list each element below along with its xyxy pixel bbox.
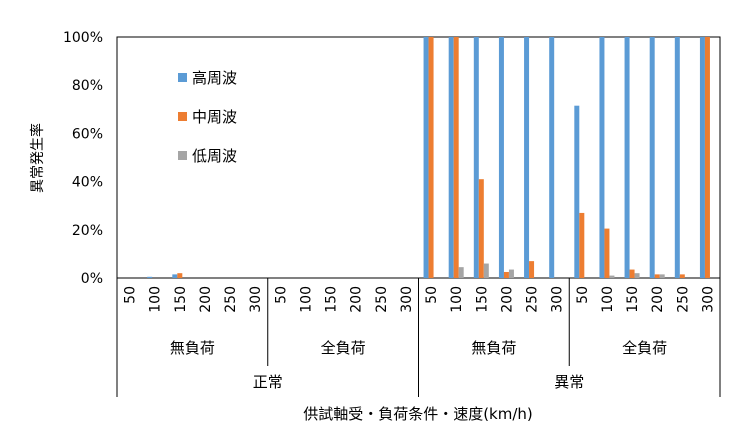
legend-swatch (178, 112, 187, 121)
x-tick-label: 250 (525, 286, 541, 313)
y-tick-label: 80% (72, 78, 103, 94)
bar (549, 37, 555, 278)
bar (674, 37, 680, 278)
bar (629, 269, 635, 278)
bar (423, 37, 429, 278)
x-tick-label: 50 (123, 286, 139, 304)
x-tick-label: 100 (148, 286, 164, 313)
bar (634, 273, 640, 278)
bar (624, 37, 630, 278)
x-tick-label: 250 (223, 286, 239, 313)
x-tick-label: 150 (474, 286, 490, 313)
legend-label: 中周波 (192, 108, 237, 126)
x-axis-categories: 50 100 150 200 250 300 50 100 150 200 250 300 50 100 1… (123, 286, 717, 313)
legend-label: 高周波 (192, 69, 237, 87)
x-tick-label: 300 (248, 286, 264, 313)
bar (428, 37, 434, 278)
bar (704, 37, 710, 278)
bar (699, 37, 705, 278)
bar (604, 228, 610, 278)
legend-label: 低周波 (192, 147, 237, 165)
x-tick-label: 250 (374, 286, 390, 313)
y-tick-label: 0% (81, 271, 103, 287)
bar (448, 37, 454, 278)
x-axis-group-dividers (116, 278, 721, 397)
bar (679, 274, 685, 278)
x-tick-label: 150 (324, 286, 340, 313)
x-tick-label: 300 (550, 286, 566, 313)
x-axis-title: 供試軸受・負荷条件・速度(km/h) (303, 405, 533, 423)
x-tick-label: 150 (173, 286, 189, 313)
bar (659, 274, 665, 278)
x-axis-load-groups: 無負荷 全負荷 無負荷 全負荷 (170, 339, 667, 357)
y-axis-title: 異常発生率 (29, 123, 46, 193)
bearing-group-label: 正常 (253, 373, 283, 391)
y-tick-label: 40% (72, 175, 103, 191)
bar (498, 37, 504, 278)
bar (483, 263, 489, 278)
x-tick-label: 150 (625, 286, 641, 313)
bar (654, 274, 660, 278)
bar (524, 37, 530, 278)
x-axis-bearing-groups: 正常 異常 (253, 373, 585, 391)
bar (609, 275, 615, 278)
bar (529, 261, 535, 278)
x-tick-label: 100 (298, 286, 314, 313)
bar (508, 269, 514, 278)
load-group-label: 全負荷 (321, 339, 366, 357)
bars (147, 37, 710, 278)
load-group-label: 無負荷 (170, 339, 215, 357)
bar (453, 37, 459, 278)
x-tick-label: 50 (575, 286, 591, 304)
bar (478, 179, 484, 278)
x-tick-label: 100 (600, 286, 616, 313)
x-tick-label: 250 (675, 286, 691, 313)
y-axis-ticks: 0% 20% 40% 60% 80% 100% (63, 30, 103, 287)
bearing-group-label: 異常 (554, 373, 584, 391)
bar (458, 267, 464, 278)
x-tick-label: 50 (424, 286, 440, 304)
bar (579, 212, 585, 278)
bar (574, 105, 580, 278)
x-tick-label: 200 (349, 286, 365, 313)
x-tick-label: 300 (399, 286, 415, 313)
bar (147, 276, 153, 278)
bar (177, 273, 183, 278)
bar (649, 37, 655, 278)
x-tick-label: 200 (198, 286, 214, 313)
y-tick-label: 100% (63, 30, 103, 46)
x-tick-label: 300 (700, 286, 716, 313)
y-tick-label: 20% (72, 223, 103, 239)
bar (599, 37, 605, 278)
y-tick-label: 60% (72, 126, 103, 142)
x-tick-label: 200 (650, 286, 666, 313)
legend-swatch (178, 151, 187, 160)
x-tick-label: 200 (499, 286, 515, 313)
bar (473, 37, 479, 278)
load-group-label: 全負荷 (622, 339, 667, 357)
bar (172, 274, 178, 278)
legend-swatch (178, 73, 187, 82)
bar (503, 271, 509, 278)
x-tick-label: 100 (449, 286, 465, 313)
x-tick-label: 50 (273, 286, 289, 304)
load-group-label: 無負荷 (471, 339, 516, 357)
